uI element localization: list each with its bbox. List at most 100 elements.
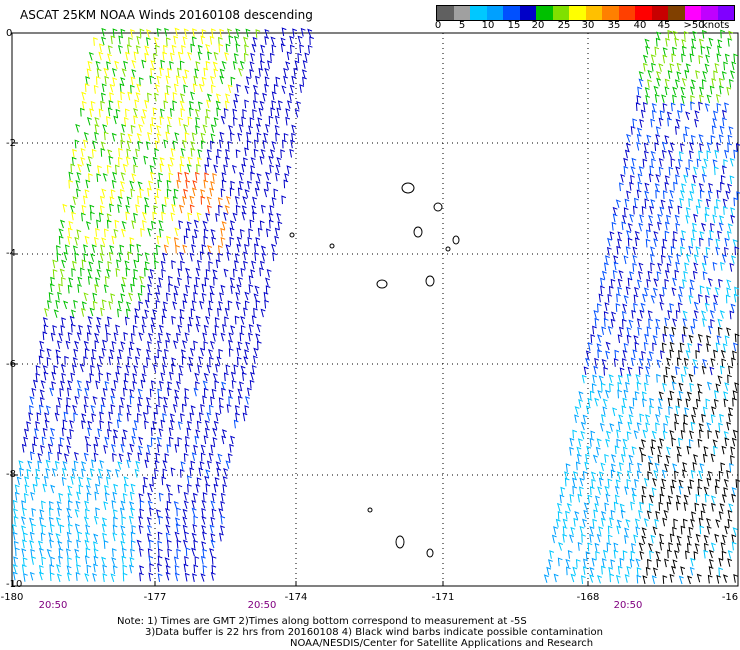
wind-barb — [594, 357, 599, 367]
wind-barb — [159, 108, 165, 118]
wind-barb — [148, 572, 154, 582]
wind-barb — [656, 558, 662, 568]
wind-barb — [119, 405, 124, 414]
wind-barb — [677, 398, 683, 407]
time-label-right: 20:50 — [613, 600, 643, 611]
wind-barb — [695, 493, 701, 503]
wind-barb — [631, 543, 636, 552]
wind-barb — [83, 244, 88, 254]
wind-barb — [688, 295, 694, 304]
wind-barb — [94, 284, 100, 293]
wind-barb — [184, 572, 190, 582]
wind-barb — [120, 180, 126, 190]
wind-barb — [610, 318, 616, 328]
wind-barb — [653, 238, 659, 247]
wind-barb — [83, 292, 89, 301]
wind-barb — [654, 518, 660, 528]
wind-barb — [186, 427, 192, 437]
wind-barb — [138, 436, 144, 446]
wind-barb — [675, 222, 681, 232]
wind-barb — [723, 430, 729, 440]
wind-barb — [695, 349, 701, 359]
wind-barb — [249, 117, 255, 126]
wind-barb — [242, 196, 248, 205]
wind-barb — [102, 124, 108, 133]
wind-barb — [244, 85, 250, 95]
wind-barb — [142, 484, 148, 494]
wind-barb — [665, 37, 670, 47]
wind-barb — [733, 53, 739, 63]
wind-barb — [74, 236, 80, 246]
wind-barb — [562, 526, 568, 535]
wind-barb — [664, 269, 670, 279]
wind-barb — [598, 526, 604, 536]
wind-barb — [120, 540, 126, 550]
wind-barb — [728, 79, 734, 88]
wind-barb — [67, 284, 73, 294]
wind-barb — [33, 436, 39, 446]
wind-barb — [120, 139, 126, 149]
wind-barb — [72, 148, 77, 158]
wind-barb — [631, 446, 637, 455]
wind-barb — [125, 364, 131, 374]
wind-barb — [221, 179, 227, 189]
wind-barb — [170, 148, 176, 157]
wind-barb — [269, 205, 275, 214]
wind-barb — [698, 55, 704, 64]
wind-barb — [240, 267, 246, 277]
wind-barb — [205, 43, 211, 53]
wind-barb — [710, 414, 716, 424]
wind-barb — [670, 485, 676, 495]
wind-barb — [662, 47, 668, 56]
wind-barb — [285, 108, 291, 117]
wind-barb — [718, 422, 723, 432]
wind-barb — [184, 69, 190, 78]
wind-barb — [589, 574, 595, 583]
wind-barb — [168, 427, 174, 437]
wind-barb — [201, 29, 207, 38]
wind-barb — [245, 76, 251, 85]
wind-barb — [210, 539, 216, 549]
wind-barb — [623, 342, 629, 352]
wind-barb — [101, 188, 107, 198]
wind-barb — [218, 252, 223, 262]
wind-barb — [265, 123, 270, 133]
wind-barb — [165, 37, 171, 47]
wind-barb — [44, 419, 50, 429]
wind-barb — [252, 36, 258, 46]
wind-barb — [655, 126, 661, 135]
wind-barb — [264, 28, 270, 38]
wind-barb — [107, 149, 113, 158]
wind-barb — [85, 380, 91, 390]
wind-barb — [81, 100, 87, 110]
wind-barb — [176, 539, 182, 549]
wind-barb — [553, 573, 559, 583]
wind-barb — [237, 388, 243, 398]
wind-barb — [131, 59, 137, 69]
wind-barb — [87, 155, 93, 165]
wind-barb — [265, 171, 271, 181]
wind-barb — [174, 564, 180, 574]
lat-label-2s: -2 — [6, 138, 16, 149]
wind-barb — [150, 427, 156, 437]
wind-barb — [50, 276, 55, 286]
wind-barb — [636, 189, 642, 199]
wind-barb — [153, 205, 158, 214]
wind-barb — [165, 515, 171, 525]
wind-barb — [627, 222, 633, 232]
wind-barb — [609, 383, 614, 392]
wind-barb — [702, 358, 708, 368]
wind-barb — [693, 454, 698, 463]
wind-barb — [104, 324, 110, 333]
wind-barb — [73, 460, 79, 470]
wind-barb — [714, 390, 719, 399]
wind-barb — [244, 291, 250, 301]
wind-barb — [134, 308, 140, 317]
wind-barb — [162, 308, 168, 318]
wind-barb — [661, 94, 667, 103]
wind-barb — [134, 99, 140, 109]
wind-barb — [285, 61, 291, 70]
wind-barb — [641, 527, 647, 536]
wind-barb — [198, 467, 204, 477]
wind-barb — [626, 470, 632, 480]
